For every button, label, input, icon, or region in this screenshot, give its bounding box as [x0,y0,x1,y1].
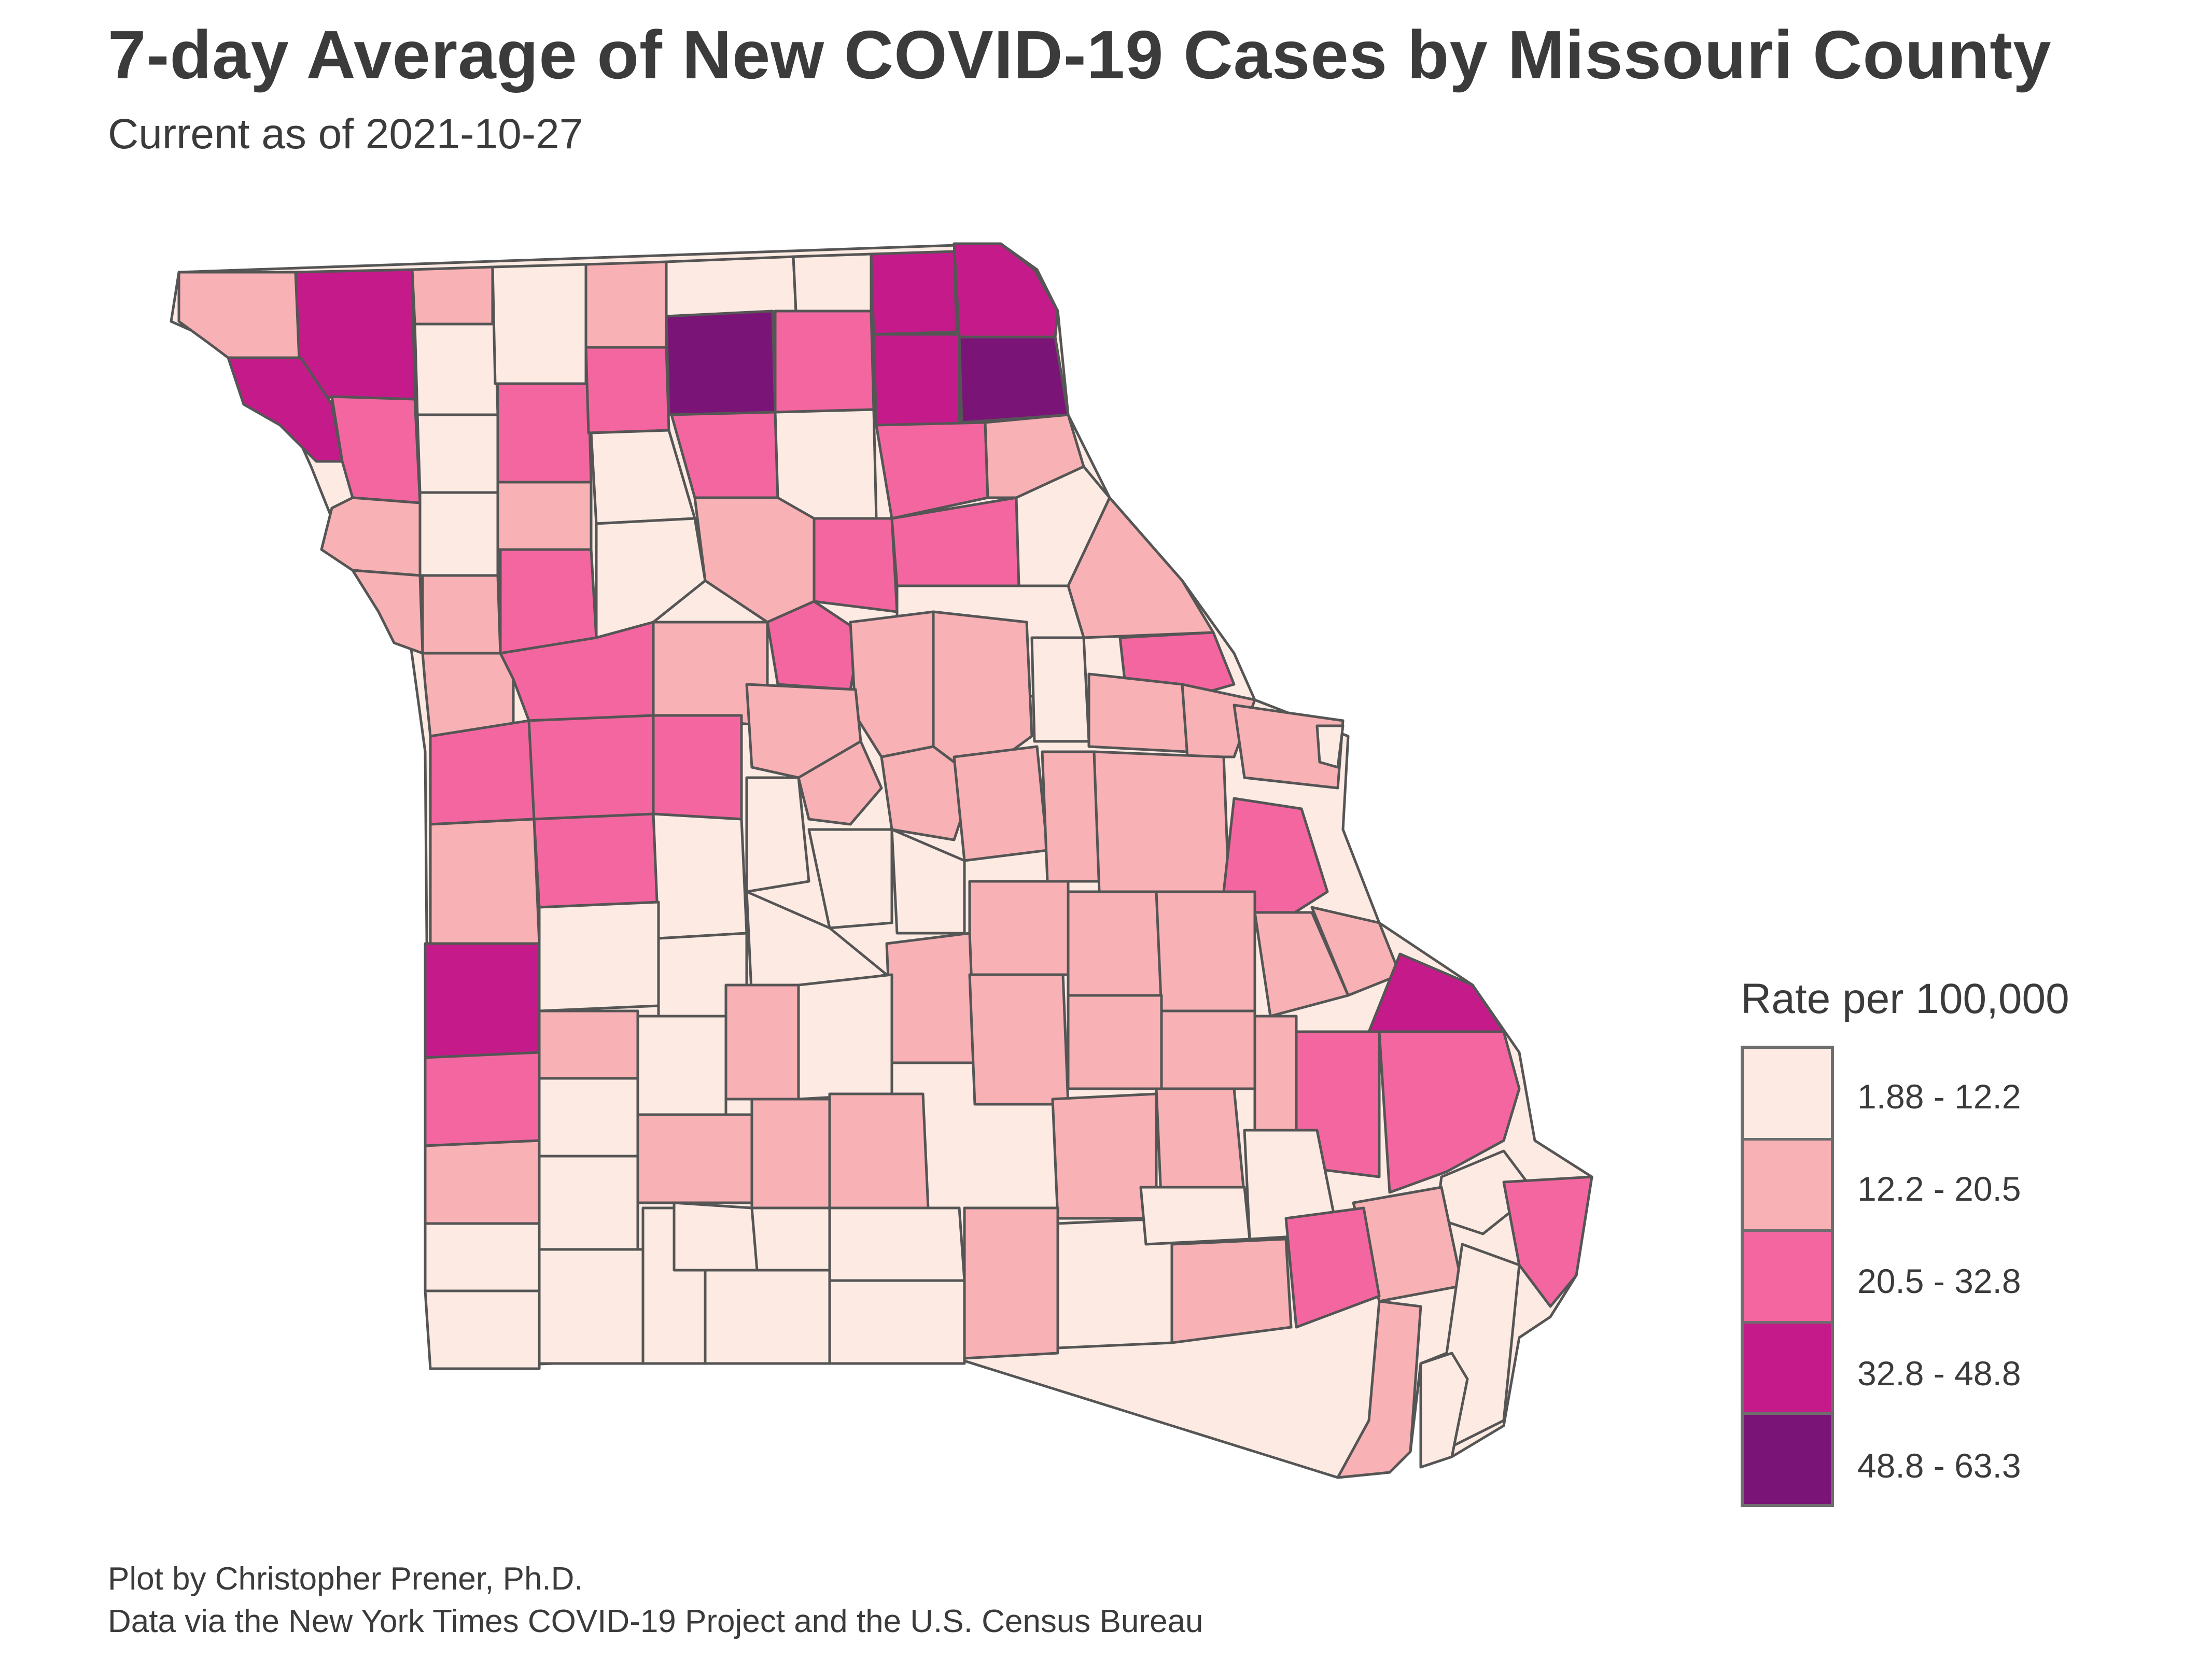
county-lewis [958,335,1070,424]
map-subtitle: Current as of 2021-10-27 [108,110,583,158]
county-washington [1155,890,1256,1013]
county-ozark [828,1279,966,1365]
county-mcdonald [424,1289,541,1370]
county-polk [636,1015,727,1116]
county-laclede [797,973,893,1101]
county-morgan [745,776,810,893]
county-ripley [1170,1238,1293,1344]
county-greene [636,1113,753,1204]
legend-swatch-class-2 [1744,1140,1831,1232]
county-cape-girardeau [1378,1030,1521,1194]
county-carroll [595,517,707,639]
county-clinton [418,491,499,577]
county-johnson [527,714,655,821]
county-christian [673,1201,759,1272]
caption-author: Plot by Christopher Prener, Ph.D. [108,1561,583,1597]
county-dent [1067,994,1163,1090]
county-vernon [424,942,541,1059]
county-miller [807,828,893,930]
county-gasconade [1041,750,1101,883]
county-st-clair [538,901,660,1013]
legend-label-class-2: 12.2 - 20.5 [1857,1170,2021,1208]
county-buchanan [320,496,422,577]
legend-label-class-3: 20.5 - 32.8 [1857,1262,2021,1300]
county-jasper [424,1139,541,1225]
county-phelps [968,880,1070,976]
county-howell [963,1206,1059,1360]
county-henry [533,812,660,909]
county-benton [652,812,748,940]
county-mississippi [1502,1175,1593,1308]
county-warren [1087,672,1189,753]
county-knox [872,333,961,427]
county-iron [1160,1009,1256,1090]
county-crawford [1067,890,1163,997]
county-cedar [538,1009,639,1080]
county-atchison [177,271,302,359]
county-barry [538,1248,645,1365]
county-osage [953,745,1049,862]
county-pulaski [885,932,976,1064]
county-clay [421,574,502,660]
county-worth [411,265,494,326]
legend-swatch-class-3 [1744,1232,1831,1324]
legend-label-class-4: 32.8 - 48.8 [1857,1354,2021,1393]
county-dallas [724,983,800,1101]
county-butler [1284,1206,1381,1329]
county-texas [968,973,1070,1106]
legend-title: Rate per 100,000 [1741,975,2069,1022]
county-cass [429,719,536,826]
county-gentry [413,322,499,416]
county-carter [1139,1186,1251,1246]
county-wright [828,1092,930,1210]
legend-swatches [1741,1046,1834,1507]
county-taney [704,1269,831,1365]
county-platte [351,569,424,655]
county-macon [774,408,878,520]
legend-swatch-class-4 [1744,1323,1831,1415]
county-clark [953,242,1059,339]
county-st-charles [1181,683,1256,758]
county-barton [424,1051,541,1147]
caption-source: Data via the New York Times COVID-19 Pro… [108,1604,1203,1639]
county-montgomery [1030,636,1090,743]
county-ray [499,548,598,655]
county-webster [750,1098,831,1210]
legend-label-class-5: 48.8 - 63.3 [1857,1446,2021,1485]
county-douglas [828,1206,966,1282]
county-pemiscot [1419,1352,1469,1469]
county-bates [429,818,541,945]
county-st-louis-city [1315,724,1345,769]
county-caldwell [496,481,593,551]
legend-swatch-class-5 [1744,1415,1831,1504]
county-madison [1253,1015,1298,1132]
county-newton [424,1222,541,1292]
county-mercer [584,260,668,349]
county-moniteau [797,740,883,826]
legend-label-class-1: 1.88 - 12.2 [1857,1077,2021,1116]
county-grundy [584,346,670,434]
county-dekalb [416,413,499,494]
county-dade [538,1077,639,1158]
county-putnam [665,255,797,318]
county-lawrence [538,1155,639,1251]
county-daviess [496,382,593,484]
county-sullivan [665,310,777,416]
county-adair [774,310,875,414]
county-scotland [870,250,958,336]
county-holt [227,356,344,463]
map-title: 7-day Average of New COVID-19 Cases by M… [108,17,2052,93]
county-schuyler [792,252,873,313]
county-randolph [813,517,899,613]
county-dunklin [1336,1300,1422,1479]
county-franklin [1093,750,1230,893]
county-pettis [652,714,743,821]
legend-swatch-class-1 [1744,1049,1831,1141]
county-jackson [421,652,515,738]
county-harrison [491,263,587,385]
